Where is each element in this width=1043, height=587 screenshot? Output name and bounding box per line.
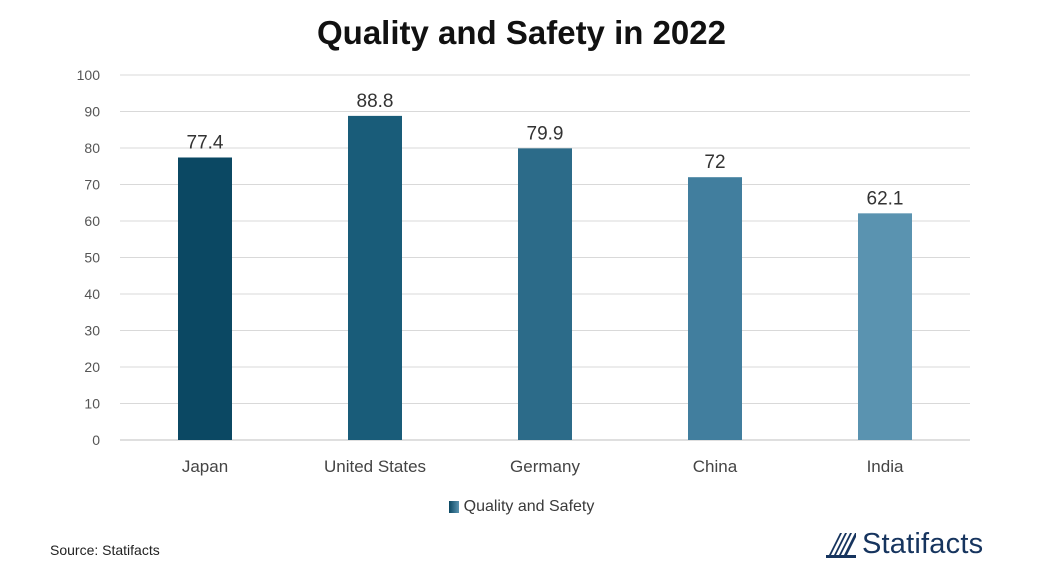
y-tick-label: 50	[84, 250, 100, 266]
x-tick-label: United States	[324, 457, 426, 476]
y-tick-label: 10	[84, 396, 100, 412]
x-tick-label: China	[693, 457, 738, 476]
x-tick-label: India	[867, 457, 904, 476]
legend-swatch	[448, 501, 459, 513]
brand-logo: Statifacts	[826, 528, 983, 561]
data-labels: 77.4 88.8 79.9 72 62.1	[187, 91, 904, 209]
legend: Quality and Safety	[0, 498, 1043, 516]
bar	[858, 213, 912, 440]
x-axis-ticks: Japan United States Germany China India	[182, 457, 904, 476]
statifacts-logo-icon	[826, 530, 856, 559]
y-tick-label: 40	[84, 286, 100, 302]
y-tick-label: 100	[77, 67, 101, 83]
y-tick-label: 0	[92, 432, 100, 448]
brand-name: Statifacts	[862, 528, 984, 560]
data-label: 72	[704, 152, 725, 173]
bars	[178, 115, 912, 441]
x-tick-label: Japan	[182, 457, 228, 476]
y-tick-label: 20	[84, 359, 100, 375]
y-tick-label: 30	[84, 323, 100, 339]
bar	[348, 115, 402, 440]
y-tick-label: 70	[84, 177, 100, 193]
data-label: 77.4	[187, 132, 224, 153]
bar	[178, 157, 232, 441]
y-tick-label: 90	[84, 104, 100, 120]
bar	[688, 177, 742, 440]
source-note: Source: Statifacts	[50, 542, 160, 558]
y-axis-ticks: 0 10 20 30 40 50 60 70 80 90 100	[77, 67, 101, 448]
y-tick-label: 60	[84, 213, 100, 229]
bar	[518, 148, 572, 441]
y-tick-label: 80	[84, 140, 100, 156]
data-label: 62.1	[867, 188, 904, 209]
legend-label: Quality and Safety	[463, 498, 595, 515]
x-tick-label: Germany	[510, 457, 580, 476]
chart-title: Quality and Safety in 2022	[317, 14, 726, 51]
data-label: 79.9	[527, 123, 564, 144]
data-label: 88.8	[357, 91, 394, 112]
